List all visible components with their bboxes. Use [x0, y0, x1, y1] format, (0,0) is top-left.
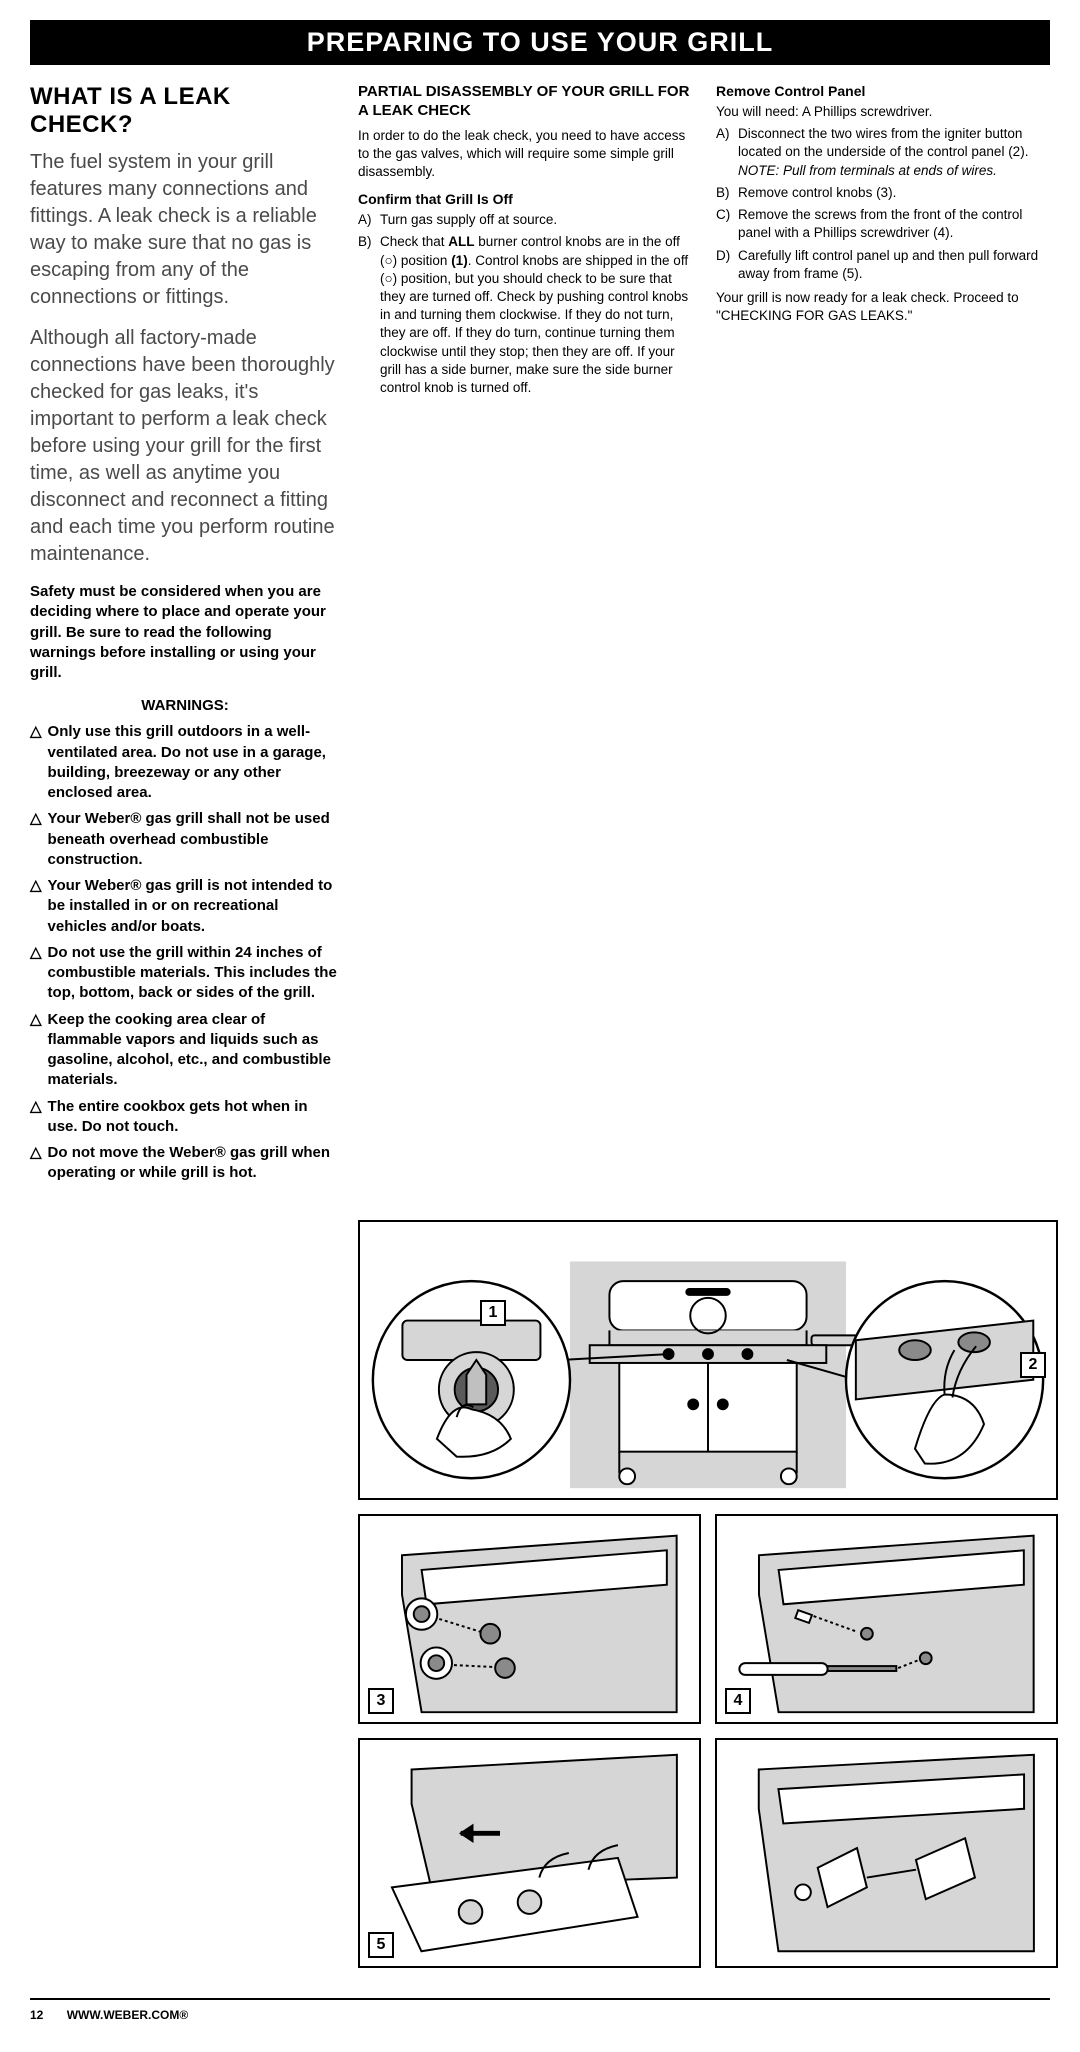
warning-triangle-icon: △	[30, 1143, 42, 1184]
intro-paragraph-2: Although all factory-made connections ha…	[30, 325, 340, 568]
warning-item: △Your Weber® gas grill is not intended t…	[30, 876, 340, 937]
section-banner: PREPARING TO USE YOUR GRILL	[30, 20, 1050, 65]
left-column: WHAT IS A LEAK CHECK? The fuel system in…	[30, 83, 340, 1190]
warning-item: △Do not use the grill within 24 inches o…	[30, 943, 340, 1004]
warning-item: △Keep the cooking area clear of flammabl…	[30, 1010, 340, 1091]
middle-column: PARTIAL DISASSEMBLY OF YOUR GRILL FOR A …	[358, 83, 698, 1190]
step-d: D)Carefully lift control panel up and th…	[716, 247, 1056, 283]
warning-text: Only use this grill outdoors in a well-v…	[48, 722, 340, 803]
step-text: Remove the screws from the front of the …	[738, 206, 1056, 242]
right-column: Remove Control Panel You will need: A Ph…	[716, 83, 1056, 1190]
callout-number-4: 4	[725, 1688, 751, 1714]
step-a: A)Turn gas supply off at source.	[358, 211, 698, 229]
grill-overview-illustration	[360, 1222, 1056, 1498]
warnings-list: △Only use this grill outdoors in a well-…	[30, 722, 340, 1183]
warning-text: The entire cookbox gets hot when in use.…	[48, 1097, 340, 1138]
warning-text: Keep the cooking area clear of flammable…	[48, 1010, 340, 1091]
closing-text: Your grill is now ready for a leak check…	[716, 289, 1056, 325]
diagram-grid: 3 4	[358, 1514, 1058, 1968]
remove-panel-heading: Remove Control Panel	[716, 83, 1056, 99]
warnings-heading: WARNINGS:	[30, 697, 340, 714]
warning-triangle-icon: △	[30, 722, 42, 803]
warning-item: △Your Weber® gas grill shall not be used…	[30, 809, 340, 870]
warning-item: △Only use this grill outdoors in a well-…	[30, 722, 340, 803]
step-note: NOTE: Pull from terminals at ends of wir…	[738, 163, 997, 178]
diagram-panel-3: 3	[358, 1514, 701, 1724]
step-text: Turn gas supply off at source.	[380, 211, 557, 229]
diagram-area: 1 2 3	[358, 1220, 1058, 1968]
warning-item: △Do not move the Weber® gas grill when o…	[30, 1143, 340, 1184]
confirm-steps: A)Turn gas supply off at source. B)Check…	[358, 211, 698, 397]
warning-text: Do not move the Weber® gas grill when op…	[48, 1143, 340, 1184]
callout-number-1: 1	[480, 1300, 506, 1326]
remove-screws-illustration	[717, 1516, 1056, 1722]
step-b: B)Remove control knobs (3).	[716, 184, 1056, 202]
warning-triangle-icon: △	[30, 1010, 42, 1091]
step-text: Carefully lift control panel up and then…	[738, 247, 1056, 283]
tools-needed: You will need: A Phillips screwdriver.	[716, 103, 1056, 121]
warning-text: Your Weber® gas grill is not intended to…	[48, 876, 340, 937]
warning-triangle-icon: △	[30, 1097, 42, 1138]
warning-triangle-icon: △	[30, 809, 42, 870]
warning-triangle-icon: △	[30, 943, 42, 1004]
page-number: 12	[30, 2008, 43, 2022]
three-column-layout: WHAT IS A LEAK CHECK? The fuel system in…	[30, 83, 1050, 1190]
callout-number-3: 3	[368, 1688, 394, 1714]
step-text: Disconnect the two wires from the ignite…	[738, 125, 1056, 180]
callout-number-5: 5	[368, 1932, 394, 1958]
intro-paragraph-1: The fuel system in your grill features m…	[30, 149, 340, 311]
step-a: A)Disconnect the two wires from the igni…	[716, 125, 1056, 180]
partial-disassembly-heading: PARTIAL DISASSEMBLY OF YOUR GRILL FOR A …	[358, 83, 698, 121]
warning-item: △The entire cookbox gets hot when in use…	[30, 1097, 340, 1138]
step-text: Remove control knobs (3).	[738, 184, 896, 202]
footer-url: WWW.WEBER.COM®	[67, 2008, 189, 2022]
step-text: Check that ALL burner control knobs are …	[380, 233, 698, 397]
diagram-panel-5: 5	[358, 1738, 701, 1968]
callout-number-2: 2	[1020, 1352, 1046, 1378]
remove-steps: A)Disconnect the two wires from the igni…	[716, 125, 1056, 283]
safety-lead: Safety must be considered when you are d…	[30, 582, 340, 683]
diagram-panel-4: 4	[715, 1514, 1058, 1724]
step-c: C)Remove the screws from the front of th…	[716, 206, 1056, 242]
lift-panel-illustration	[360, 1740, 699, 1966]
warning-text: Your Weber® gas grill shall not be used …	[48, 809, 340, 870]
warning-triangle-icon: △	[30, 876, 42, 937]
confirm-off-heading: Confirm that Grill Is Off	[358, 191, 698, 207]
page-footer: 12 WWW.WEBER.COM®	[30, 1998, 1050, 2022]
warning-text: Do not use the grill within 24 inches of…	[48, 943, 340, 1004]
disassembly-intro: In order to do the leak check, you need …	[358, 127, 698, 182]
diagram-top-panel: 1 2	[358, 1220, 1058, 1500]
open-frame-illustration	[717, 1740, 1056, 1966]
leak-check-heading: WHAT IS A LEAK CHECK?	[30, 83, 340, 139]
diagram-panel-final	[715, 1738, 1058, 1968]
step-b: B)Check that ALL burner control knobs ar…	[358, 233, 698, 397]
remove-knobs-illustration	[360, 1516, 699, 1722]
